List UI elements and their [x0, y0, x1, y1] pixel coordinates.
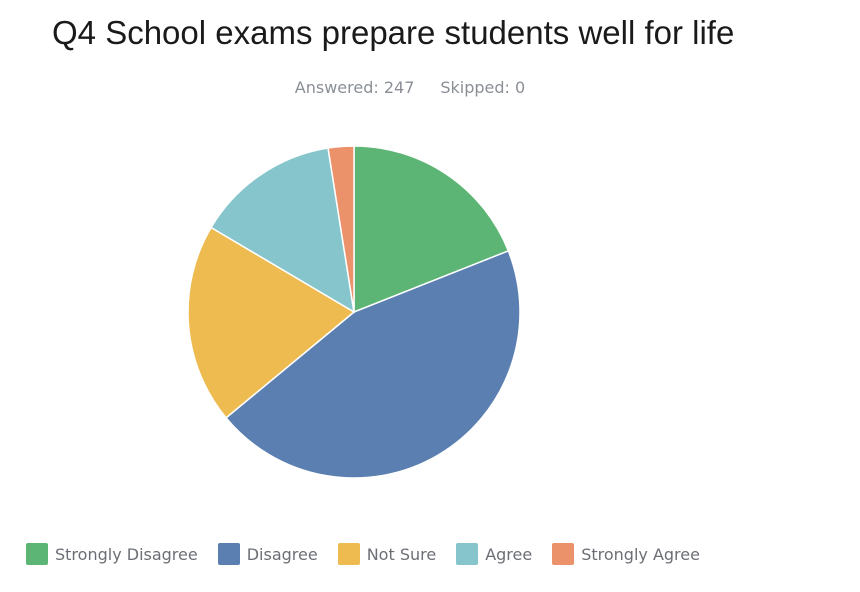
pie-slice-not-sure[interactable]	[187, 226, 356, 419]
legend-swatch	[552, 543, 575, 565]
legend-item-agree[interactable]: Agree	[456, 543, 532, 565]
pie-slice-strongly-disagree[interactable]	[353, 145, 510, 314]
legend-label: Not Sure	[366, 544, 437, 564]
legend-swatch	[26, 543, 48, 565]
response-stats: Answered: 247 Skipped: 0	[0, 78, 820, 97]
legend-swatch	[337, 543, 360, 565]
legend-label: Strongly Agree	[581, 544, 700, 564]
skipped-count: Skipped: 0	[440, 78, 526, 97]
legend-label: Disagree	[246, 544, 318, 564]
pie-slice-strongly-agree[interactable]	[327, 145, 355, 313]
legend-item-not-sure[interactable]: Not Sure	[337, 543, 437, 565]
legend-label: Agree	[485, 544, 533, 564]
legend-item-strongly-agree[interactable]: Strongly Agree	[552, 543, 700, 565]
chart-legend: Strongly Disagree Disagree Not Sure Agre…	[26, 543, 720, 565]
answered-count: Answered: 247	[294, 78, 415, 97]
pie-slice-disagree[interactable]	[225, 249, 521, 479]
chart-title: Q4 School exams prepare students well fo…	[52, 14, 735, 51]
legend-item-strongly-disagree[interactable]: Strongly Disagree	[26, 543, 198, 565]
legend-label: Strongly Disagree	[55, 544, 198, 564]
legend-swatch	[456, 543, 479, 565]
pie-chart	[187, 145, 521, 479]
legend-item-disagree[interactable]: Disagree	[217, 543, 318, 565]
legend-swatch	[217, 543, 240, 565]
pie-slice-agree[interactable]	[210, 147, 355, 314]
